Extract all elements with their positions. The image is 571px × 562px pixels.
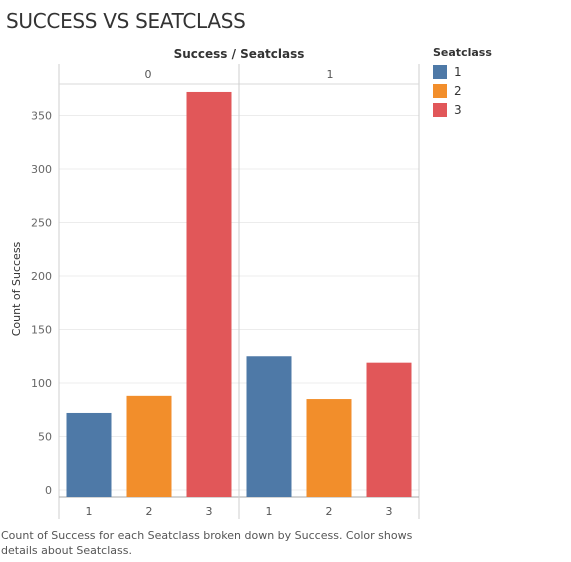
legend-swatch-2 xyxy=(433,83,447,98)
x-tick-label: 2 xyxy=(326,505,333,518)
y-tick-label: 0 xyxy=(45,484,52,497)
legend-item-3[interactable]: 3 xyxy=(433,100,492,119)
bars xyxy=(66,91,412,498)
y-tick-label: 50 xyxy=(38,431,52,444)
x-tick-label: 3 xyxy=(386,505,393,518)
y-tick-label: 200 xyxy=(31,270,52,283)
y-tick-label: 350 xyxy=(31,110,52,123)
legend-title: Seatclass xyxy=(433,46,492,59)
x-tick-label: 3 xyxy=(206,505,213,518)
bar-success-0-seatclass-2[interactable] xyxy=(126,395,172,497)
bar-success-1-seatclass-3[interactable] xyxy=(366,362,412,497)
panel-header-label: 1 xyxy=(327,68,334,81)
legend: Seatclass 1 2 3 xyxy=(433,46,492,119)
legend-item-2[interactable]: 2 xyxy=(433,81,492,100)
legend-label-1: 1 xyxy=(454,64,462,79)
ticks: 0 50 100 150 200 250 300 350 1 2 3 1 2 3 xyxy=(31,110,393,519)
x-tick-label: 1 xyxy=(86,505,93,518)
header-label: Success / Seatclass xyxy=(174,47,305,61)
legend-swatch-1 xyxy=(433,64,447,79)
chart-title: SUCCESS VS SEATCLASS xyxy=(6,9,246,33)
y-tick-label: 250 xyxy=(31,217,52,230)
y-tick-label: 150 xyxy=(31,324,52,337)
legend-label-3: 3 xyxy=(454,102,462,117)
y-tick-label: 100 xyxy=(31,377,52,390)
x-tick-label: 2 xyxy=(146,505,153,518)
y-tick-label: 300 xyxy=(31,163,52,176)
bar-success-0-seatclass-1[interactable] xyxy=(66,412,112,497)
bar-success-1-seatclass-1[interactable] xyxy=(246,356,292,497)
legend-item-1[interactable]: 1 xyxy=(433,62,492,81)
y-axis-label: Count of Success xyxy=(10,241,23,336)
panel-header-label: 0 xyxy=(145,68,152,81)
legend-label-2: 2 xyxy=(454,83,462,98)
chart-caption: Count of Success for each Seatclass brok… xyxy=(1,529,413,557)
bar-success-1-seatclass-2[interactable] xyxy=(306,399,352,497)
x-tick-label: 1 xyxy=(266,505,273,518)
legend-swatch-3 xyxy=(433,102,447,117)
bar-success-0-seatclass-3[interactable] xyxy=(186,91,232,498)
